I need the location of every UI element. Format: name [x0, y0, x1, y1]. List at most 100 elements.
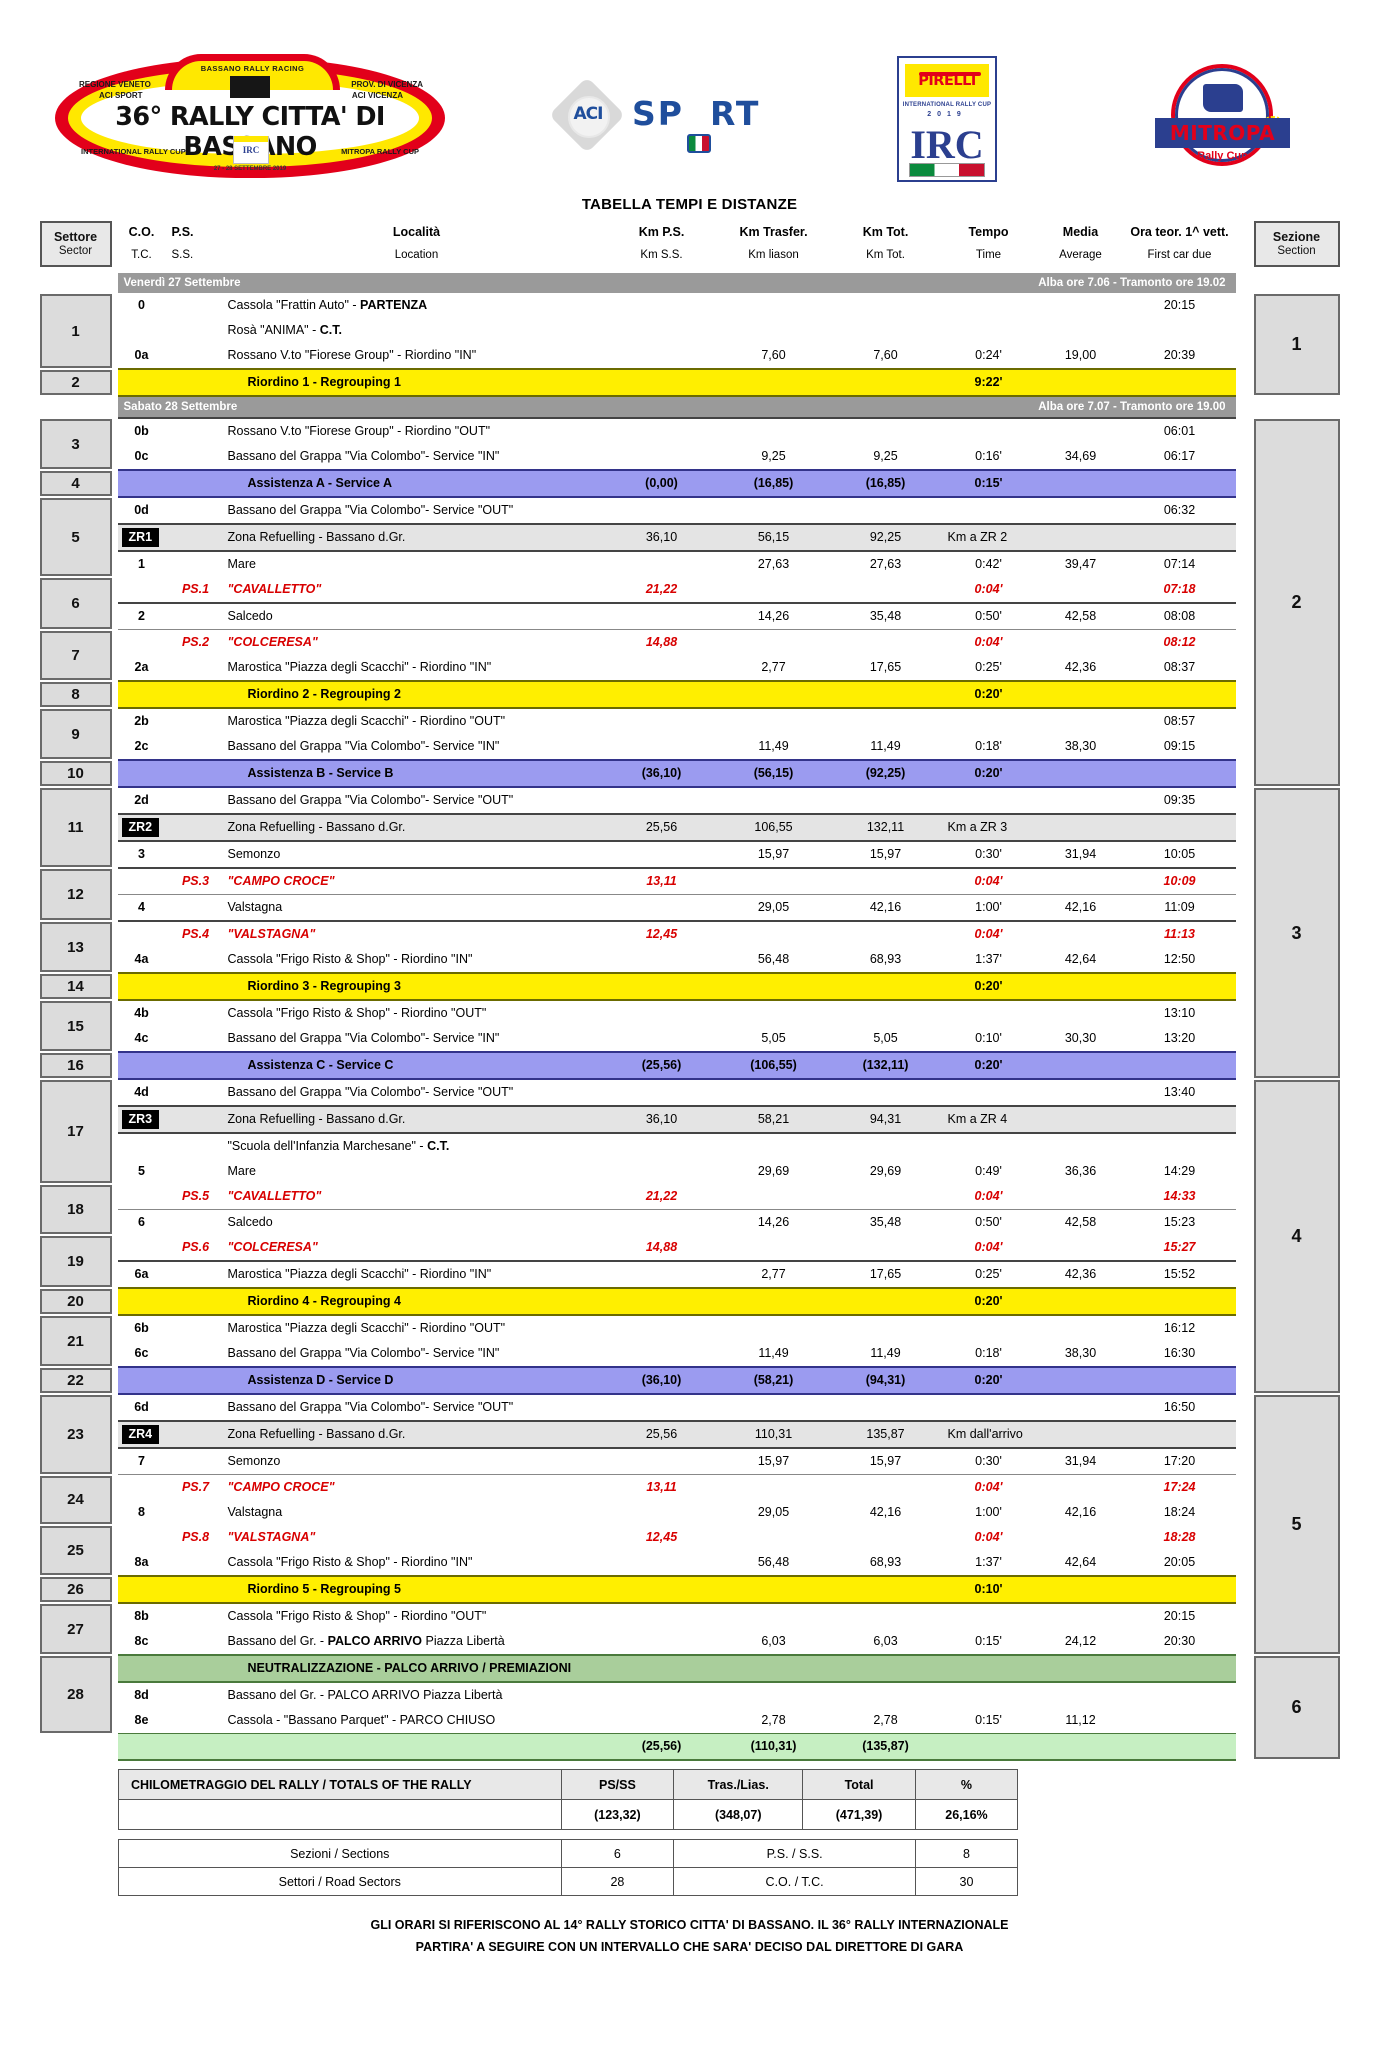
- cell-km-tot: [831, 1602, 940, 1629]
- cell-ps: [165, 1500, 226, 1525]
- cell-km-tot: 27,63: [831, 550, 940, 577]
- cell-km-tot: [831, 318, 940, 343]
- cell-km-trasfer: [715, 920, 832, 947]
- cell-km-tot: 35,48: [831, 1209, 940, 1235]
- cell-km-trasfer: 5,05: [715, 1026, 832, 1052]
- cell-tempo: 1:37': [939, 1550, 1038, 1576]
- cell-km-ps: [607, 1209, 716, 1235]
- timetable-grid: Settore Sector 1 2 3 4 5 6 7 8 9 10 11 12 13 14 15 16 17 18…: [39, 221, 1340, 1761]
- cell-media: 31,94: [1037, 1447, 1124, 1475]
- cell-km-trasfer: 56,15: [715, 523, 832, 552]
- counts-row-sectors: Settori / Road Sectors 28 C.O. / T.C. 30: [118, 1867, 1019, 1896]
- sector-number-box: 4: [39, 471, 112, 496]
- cell-tempo: Km a ZR 4: [939, 1105, 1038, 1134]
- cell-km-trasfer: 110,31: [715, 1420, 832, 1449]
- cell-tempo: 0:15': [939, 1629, 1038, 1655]
- cell-km-ps: 25,56: [607, 1420, 716, 1449]
- cell-km-trasfer: [715, 1394, 832, 1421]
- table-row: 2a Marostica "Piazza degli Scacchi" - Rio…: [117, 655, 1236, 681]
- cell-co: 2b: [117, 708, 166, 734]
- cell-ora: [1123, 1366, 1236, 1395]
- cell-media: 24,12: [1037, 1629, 1124, 1655]
- cell-km-ps: [607, 655, 716, 681]
- cell-ora: 15:27: [1163, 1240, 1196, 1254]
- table-row: 2c Bassano del Grappa "Via Colombo"- Serv…: [117, 734, 1236, 760]
- cell-km-tot: 42,16: [831, 894, 940, 921]
- header-gap-cell: [117, 267, 1236, 273]
- cell-ps: [165, 1394, 226, 1421]
- special-stage-row: PS.4 "VALSTAGNA" 12,45 0:04' 11:13: [117, 920, 1236, 947]
- cell-ps: [165, 1575, 226, 1604]
- cell-ora: [1123, 1682, 1236, 1708]
- cell-km-tot: [832, 1525, 940, 1550]
- table-row: 8d Bassano del Gr. - PALCO ARRIVO Piazza …: [117, 1682, 1236, 1708]
- cell-ora: 14:33: [1163, 1189, 1196, 1203]
- cell-km-ps: [607, 1500, 716, 1525]
- sector-number-box: 21: [39, 1316, 112, 1366]
- cell-km-trasfer: 27,63: [715, 550, 832, 577]
- cell-media: 34,69: [1037, 444, 1124, 470]
- cell-tempo: 1:00': [939, 894, 1038, 921]
- cell-km-trasfer: [715, 1654, 832, 1683]
- cell-km-tot: 15,97: [831, 840, 940, 868]
- cell-tempo: 0:30': [939, 840, 1038, 868]
- cell-km-trasfer: 29,05: [715, 894, 832, 921]
- cell-km-ps: [607, 1260, 716, 1288]
- counts-co-value: 30: [914, 1867, 1019, 1896]
- cell-km-trasfer: 58,21: [715, 1105, 832, 1134]
- cell-co: [117, 318, 166, 343]
- cell-tempo: 0:25': [939, 655, 1038, 681]
- cell-co: ZR2: [117, 813, 166, 842]
- cell-location: Riordino 5 - Regrouping 5: [225, 1575, 608, 1604]
- cell-ora: [1123, 1575, 1236, 1604]
- cell-co: [117, 1474, 166, 1500]
- cell-co: [118, 577, 166, 603]
- special-stage-row: PS.3 "CAMPO CROCE" 13,11 0:04' 10:09: [117, 867, 1236, 895]
- footer-note: GLI ORARI SI RIFERISCONO AL 14° RALLY ST…: [0, 1914, 1379, 1958]
- cell-km-trasfer: 2,77: [715, 1260, 832, 1288]
- page-title: TABELLA TEMPI E DISTANZE: [581, 196, 798, 213]
- cell-media: 30,30: [1037, 1026, 1124, 1052]
- cell-km-tot: 35,48: [831, 602, 940, 630]
- cell-media: [1037, 920, 1124, 947]
- cell-co: ZR3: [117, 1105, 166, 1134]
- cell-location: Bassano del Grappa "Via Colombo"- Servic…: [225, 734, 608, 760]
- cell-co: [117, 972, 166, 1001]
- cell-media: [1037, 999, 1124, 1026]
- cell-km-ps: 36,10: [607, 1105, 716, 1134]
- cell-km-tot: (132,11): [831, 1051, 940, 1080]
- cell-ps: [165, 417, 226, 444]
- cell-ps: [165, 840, 226, 868]
- cell-location: Bassano del Grappa "Via Colombo"- Servic…: [225, 444, 608, 470]
- regrouping-row: Riordino 4 - Regrouping 4 0:20': [117, 1287, 1236, 1316]
- cell-ora: 20:30: [1123, 1629, 1236, 1655]
- cell-ps: [165, 1341, 226, 1367]
- cell-km-trasfer: [715, 368, 832, 397]
- cell-media: [1037, 318, 1124, 343]
- logo-bar: BASSANO RALLY RACING REGIONE VENETO ACI …: [0, 0, 1379, 190]
- cell-km-ps: [607, 417, 716, 444]
- table-row: 0a Rossano V.to "Fiorese Group" - Riordin…: [117, 343, 1236, 369]
- cell-km-trasfer: [715, 1315, 832, 1341]
- cell-ora: 08:12: [1123, 629, 1236, 655]
- cell-location: Cassola "Frattin Auto" - PARTENZA: [225, 293, 608, 318]
- cell-km-tot: 11,49: [831, 734, 940, 760]
- table-row: 6b Marostica "Piazza degli Scacchi" - Rio…: [117, 1315, 1236, 1341]
- cell-co: 4d: [117, 1079, 166, 1106]
- cell-ora: 08:08: [1123, 602, 1236, 630]
- cell-media: [1037, 1315, 1124, 1341]
- cell-km-tot: 11,49: [831, 1341, 940, 1367]
- special-stage-row: PS.6 "COLCERESA" 14,88 0:04' 15:27: [118, 1235, 1236, 1261]
- cell-tempo: [939, 1132, 1038, 1159]
- cell-ora: [1123, 368, 1236, 397]
- cell-km-ps: [607, 318, 716, 343]
- refuelling-tag: ZR2: [121, 818, 160, 837]
- header-ps: P.S.: [171, 225, 194, 239]
- cell-ps: [165, 813, 226, 842]
- cell-ps: PS.7: [165, 1474, 226, 1500]
- cell-tempo: 0:20': [939, 1287, 1038, 1316]
- cell-media: [1037, 1654, 1124, 1683]
- cell-km-ps: [607, 1602, 716, 1629]
- cell-ps: [165, 343, 226, 369]
- cell-km-tot: 5,05: [831, 1026, 940, 1052]
